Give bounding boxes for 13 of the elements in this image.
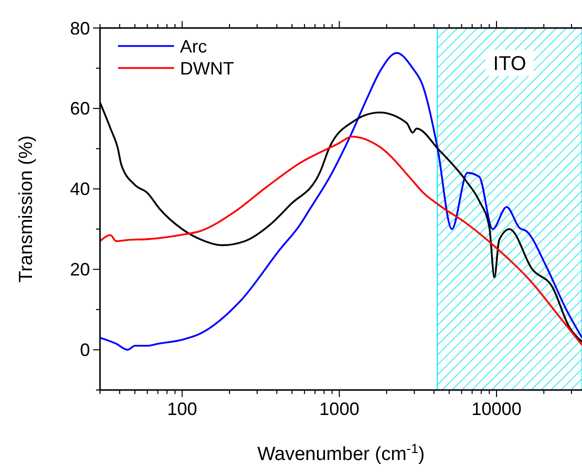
y-tick-label: 60 — [70, 98, 90, 119]
y-tick-label: 80 — [70, 18, 90, 38]
y-tick-label: 20 — [70, 260, 90, 280]
y-axis-title: Transmission (%) — [16, 135, 37, 283]
y-tick-label: 40 — [70, 179, 90, 200]
y-tick-label: 0 — [80, 340, 90, 360]
legend-label: DWNT — [180, 58, 234, 78]
x-tick-label: 1000 — [319, 399, 360, 419]
band-label: ITO — [493, 53, 526, 75]
x-axis-title: Wavenumber (cm$^{-1}$) — [257, 440, 425, 465]
legend-label: Arc — [180, 36, 207, 56]
x-tick-label: 10000 — [471, 399, 522, 419]
x-tick-label: 100 — [167, 399, 198, 419]
